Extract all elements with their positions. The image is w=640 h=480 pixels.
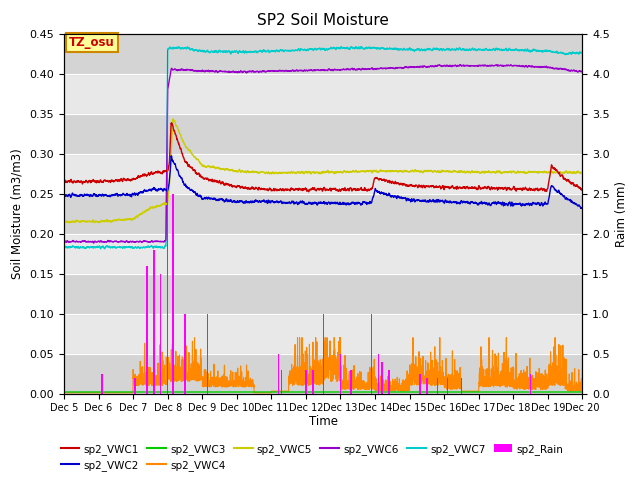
Bar — [281, 370, 282, 394]
Bar — [381, 361, 383, 394]
Bar — [153, 250, 154, 394]
Bar — [461, 378, 462, 394]
Bar — [172, 193, 173, 394]
Bar — [64, 193, 582, 234]
Bar — [419, 373, 420, 394]
Bar — [305, 370, 307, 394]
Title: SP2 Soil Moisture: SP2 Soil Moisture — [257, 13, 389, 28]
Text: TZ_osu: TZ_osu — [69, 36, 115, 48]
Bar — [160, 274, 161, 394]
Bar — [447, 378, 448, 394]
Bar — [278, 354, 279, 394]
X-axis label: Time: Time — [308, 415, 338, 428]
Bar — [184, 313, 186, 394]
Bar — [378, 354, 379, 394]
Bar — [64, 274, 582, 313]
Y-axis label: Raim (mm): Raim (mm) — [616, 180, 628, 247]
Bar — [388, 370, 390, 394]
Legend: sp2_VWC1, sp2_VWC2, sp2_VWC3, sp2_VWC4, sp2_VWC5, sp2_VWC6, sp2_VWC7, sp2_Rain: sp2_VWC1, sp2_VWC2, sp2_VWC3, sp2_VWC4, … — [56, 439, 568, 475]
Bar — [134, 378, 136, 394]
Bar — [350, 370, 351, 394]
Bar — [64, 34, 582, 73]
Bar — [64, 114, 582, 154]
Bar — [530, 373, 531, 394]
Bar — [207, 313, 208, 394]
Bar — [371, 313, 372, 394]
Bar — [147, 265, 148, 394]
Bar — [64, 354, 582, 394]
Bar — [101, 373, 102, 394]
Bar — [312, 370, 314, 394]
Y-axis label: Soil Moisture (m3/m3): Soil Moisture (m3/m3) — [11, 148, 24, 279]
Bar — [426, 378, 428, 394]
Bar — [167, 49, 168, 394]
Bar — [323, 313, 324, 394]
Bar — [436, 378, 438, 394]
Bar — [340, 354, 341, 394]
